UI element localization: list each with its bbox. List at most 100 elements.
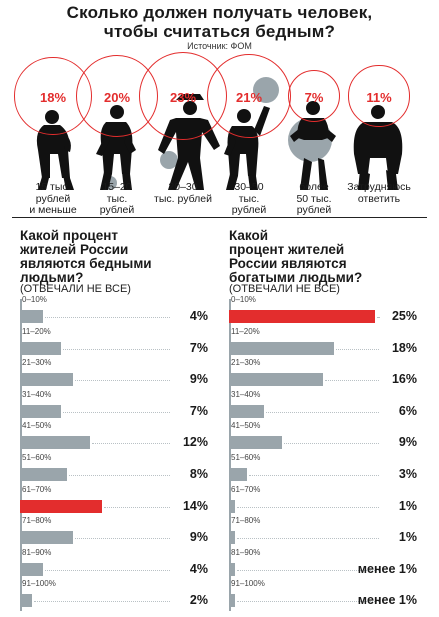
value-label: 9% [189, 530, 208, 545]
value-label: 16% [391, 372, 417, 387]
data-bar [229, 310, 376, 323]
income-category-line: 15 тыс. [35, 181, 71, 193]
value-label: 4% [189, 309, 208, 323]
data-bar [229, 468, 247, 481]
leader-line [45, 317, 170, 318]
share-percent-label: 20% [103, 90, 131, 105]
income-category-line: тыс. [238, 192, 260, 205]
rich-question-line: богатыми людьми? [229, 270, 363, 285]
data-bar [229, 594, 235, 608]
rich-question-note: (ОТВЕЧАЛИ НЕ ВСЕ) [229, 283, 340, 295]
income-category-line: тыс. [106, 192, 128, 205]
income-category-line: рублей [296, 204, 332, 216]
data-bar [20, 468, 67, 481]
data-bar [20, 531, 73, 545]
data-bar [229, 341, 335, 355]
category-tick-label: 61–70% [22, 484, 52, 494]
rich-share-bar-chart: 0–10% 25% 11–20% 18% 21–30% 16% 31–40% 6% 41–50%… [229, 295, 429, 615]
category-tick-label: 71–80% [22, 516, 52, 526]
value-label: менее 1% [357, 593, 417, 608]
value-label: 1% [398, 498, 417, 513]
share-percent-label: 21% [235, 90, 263, 105]
data-bar [229, 436, 282, 450]
bar-axis [20, 299, 22, 611]
leader-line [62, 411, 170, 413]
data-bar [229, 499, 235, 513]
data-bar [20, 499, 102, 513]
share-percent-label: 11% [366, 90, 392, 105]
value-label: 14% [182, 498, 208, 513]
leader-line [45, 569, 170, 571]
leader-line [336, 348, 379, 350]
category-tick-label: 61–70% [231, 484, 261, 494]
data-bar [20, 373, 73, 387]
rich-question-line: Какой [229, 228, 269, 243]
category-tick-label: 91–100% [231, 579, 265, 589]
leader-line [236, 506, 379, 508]
leader-line [248, 475, 379, 476]
data-bar [229, 562, 235, 576]
share-circle [348, 65, 410, 127]
category-tick-label: 21–30% [22, 358, 52, 368]
leader-line [33, 601, 170, 603]
leader-line [236, 569, 379, 571]
income-category-line: рублей [231, 204, 267, 216]
income-category-label: 15 тыс. рублей и меньше [17, 181, 89, 217]
title-line-2: чтобы считаться бедным? [103, 22, 336, 41]
poor-question-line: людьми? [20, 270, 84, 285]
share-percent-label: 18% [39, 90, 67, 105]
category-tick-label: 21–30% [231, 358, 261, 368]
income-category-label: 15–20 тыс. рублей [81, 181, 153, 217]
bar-axis [229, 299, 231, 611]
leader-line [236, 601, 379, 603]
poor-question-line: жителей России [20, 242, 129, 257]
category-tick-label: 51–60% [22, 453, 52, 462]
value-label: 3% [398, 467, 417, 481]
income-category-line: Затрудняюсь [347, 181, 411, 193]
data-bar [20, 436, 91, 450]
value-label: 7% [189, 340, 208, 355]
category-tick-label: 41–50% [231, 421, 261, 431]
leader-line [62, 348, 170, 350]
leader-line [266, 411, 379, 413]
income-category-line: и меньше [29, 204, 77, 216]
category-tick-label: 0–10% [231, 295, 256, 304]
income-category-line: 30–50 [234, 181, 264, 193]
category-tick-label: 71–80% [231, 516, 261, 526]
poor-question-title: Какой процент жителей России являются бе… [20, 229, 152, 285]
leader-line [324, 380, 379, 382]
poor-question-line: являются бедными [20, 256, 152, 271]
section-divider [12, 217, 427, 218]
source-note: Источник: ФОМ [187, 41, 252, 51]
poor-question-note: (ОТВЕЧАЛИ НЕ ВСЕ) [20, 283, 131, 295]
rich-question-title: Какой процент жителей России являются бо… [229, 229, 362, 285]
data-bar [20, 562, 44, 576]
value-label: 7% [189, 403, 208, 418]
category-tick-label: 81–90% [22, 547, 52, 557]
income-category-line: рублей [99, 204, 135, 216]
leader-line [103, 506, 170, 508]
value-label: 4% [189, 561, 208, 576]
leader-line [377, 317, 379, 318]
leader-line [74, 538, 170, 540]
leader-line [74, 380, 170, 382]
income-category-line: рублей [35, 192, 71, 205]
income-category-label: 20–30 тыс. рублей [147, 181, 219, 205]
category-tick-label: 0–10% [22, 295, 47, 304]
page-title: Сколько должен получать человек, чтобы с… [0, 3, 439, 41]
income-category-line: 15–20 [102, 181, 132, 193]
rich-question-line: России являются [229, 256, 347, 271]
category-tick-label: 51–60% [231, 453, 261, 462]
value-label: менее 1% [357, 561, 417, 576]
category-tick-label: 41–50% [22, 421, 52, 431]
value-label: 6% [398, 403, 417, 418]
data-bar [229, 404, 265, 418]
rich-question-line: процент жителей [229, 242, 345, 257]
data-bar [229, 531, 235, 545]
category-tick-label: 11–20% [22, 326, 51, 336]
value-label: 1% [398, 530, 417, 545]
category-tick-label: 11–20% [231, 326, 260, 336]
income-category-line: ответить [357, 192, 401, 205]
income-category-label: более 50 тыс. рублей [278, 181, 350, 217]
title-line-1: Сколько должен получать человек, [66, 3, 373, 22]
